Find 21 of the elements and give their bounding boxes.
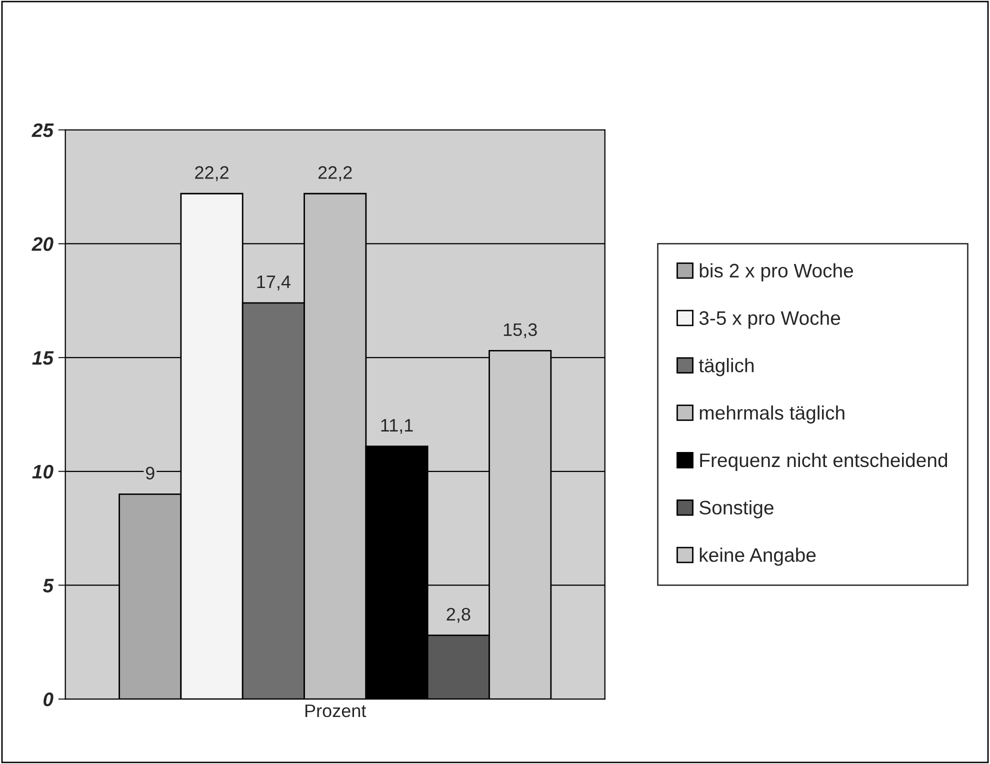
data-label: 17,4: [257, 276, 290, 290]
y-tick-label: 25: [32, 123, 54, 138]
data-label: 22,2: [318, 166, 352, 182]
legend-label: keine Angabe: [700, 548, 816, 566]
data-label: 11,1: [381, 419, 413, 434]
y-tick-label: 5: [42, 578, 54, 592]
y-tick-label: 0: [44, 692, 54, 706]
legend-label: mehrmals täglich: [700, 405, 844, 424]
y-tick-label: 15: [32, 351, 54, 365]
legend-label: bis 2 x pro Woche: [700, 263, 854, 282]
legend-label: Sonstige: [699, 500, 774, 518]
x-tick-label: Prozent: [305, 704, 366, 718]
legend-label: Frequenz nicht entscheidend: [700, 452, 948, 471]
data-label: 2,8: [446, 608, 470, 623]
legend-label: täglich: [698, 358, 754, 376]
legend-label: 3-5 x pro Woche: [699, 310, 840, 329]
y-tick-label: 10: [32, 464, 54, 479]
data-label: 15,3: [504, 323, 537, 338]
data-label: 9: [146, 466, 154, 480]
y-tick-label: 20: [32, 237, 54, 251]
data-label: 22,2: [195, 166, 228, 182]
